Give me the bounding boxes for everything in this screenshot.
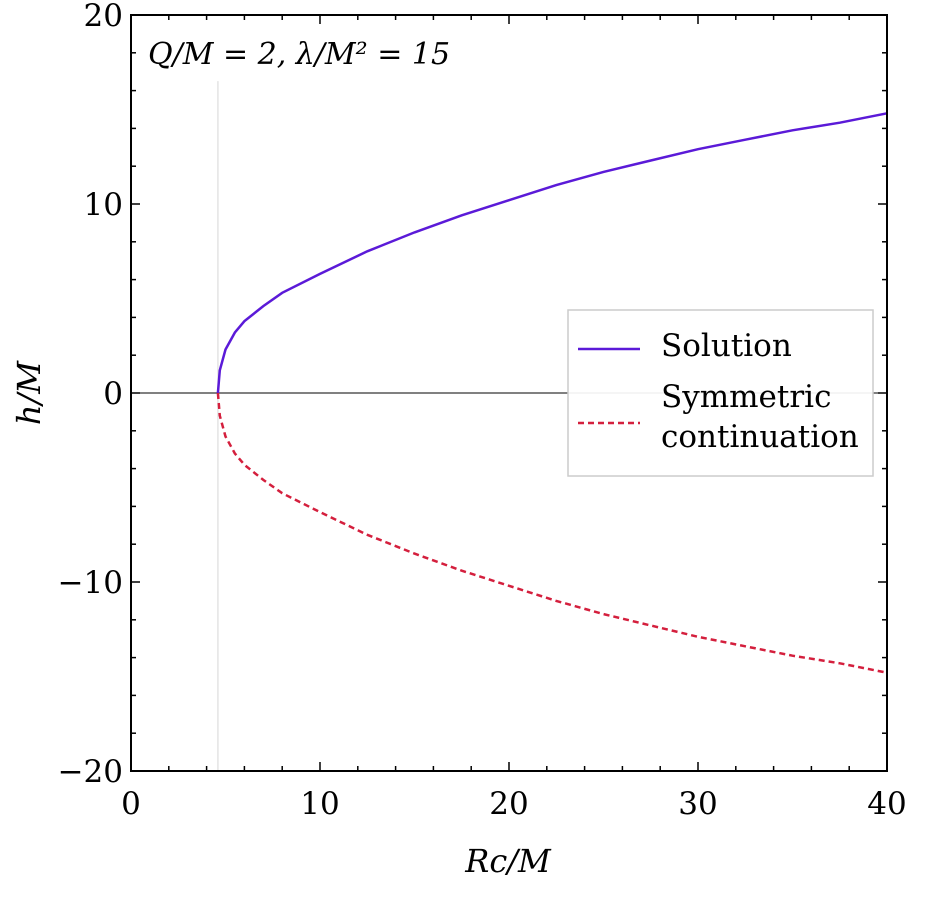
legend-symmetric-label-line1: Symmetric [661, 379, 831, 415]
x-tick-label: 40 [867, 786, 906, 822]
plot-frame [130, 14, 888, 772]
parameter-annotation: Q/M = 2, λ/M² = 15 [148, 37, 450, 72]
y-tick-label: 20 [84, 0, 123, 34]
legend: Solution Symmetric continuation [567, 309, 874, 477]
legend-solution-label: Solution [661, 328, 792, 364]
legend-symmetric-label-line2: continuation [661, 419, 859, 455]
x-tick-label: 10 [300, 786, 339, 822]
y-tick-label: −10 [58, 565, 123, 601]
x-tick-label: 0 [121, 786, 141, 822]
series-line-solution [216, 112, 888, 394]
x-axis-label: Rc/M [464, 842, 552, 880]
x-tick-label: 20 [489, 786, 528, 822]
y-tick-label: 10 [84, 187, 123, 223]
y-axis-label: h/M [10, 360, 48, 425]
x-tick-label: 30 [678, 786, 717, 822]
y-tick-label: −20 [58, 754, 123, 790]
y-tick-label: 0 [103, 376, 123, 412]
legend-box [567, 309, 874, 477]
